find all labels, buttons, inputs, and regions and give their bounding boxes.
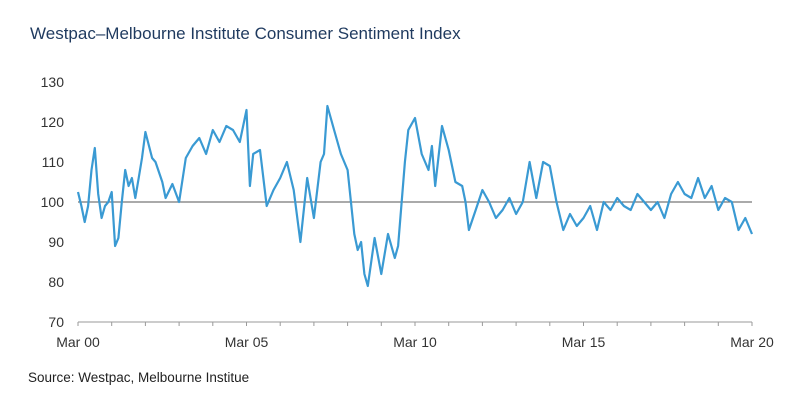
y-tick-label: 130 [41, 74, 65, 90]
y-tick-label: 70 [48, 314, 64, 330]
y-tick-label: 90 [48, 234, 64, 250]
source-note: Source: Westpac, Melbourne Institue [28, 370, 250, 385]
x-tick-label: Mar 20 [730, 334, 774, 350]
chart-title: Westpac–Melbourne Institute Consumer Sen… [30, 24, 461, 43]
y-axis-ticks: 70 80 90 100 110 120 130 [41, 74, 65, 330]
y-tick-label: 120 [41, 114, 65, 130]
y-tick-label: 110 [42, 154, 65, 170]
x-tick-label: Mar 10 [393, 334, 437, 350]
x-axis-ticks: Mar 00 Mar 05 Mar 10 Mar 15 Mar 20 [56, 322, 774, 350]
x-tick-label: Mar 05 [225, 334, 269, 350]
x-tick-label: Mar 15 [562, 334, 606, 350]
x-tick-label: Mar 00 [56, 334, 100, 350]
y-tick-label: 80 [48, 274, 64, 290]
series-line [76, 104, 754, 288]
y-tick-label: 100 [41, 194, 65, 210]
